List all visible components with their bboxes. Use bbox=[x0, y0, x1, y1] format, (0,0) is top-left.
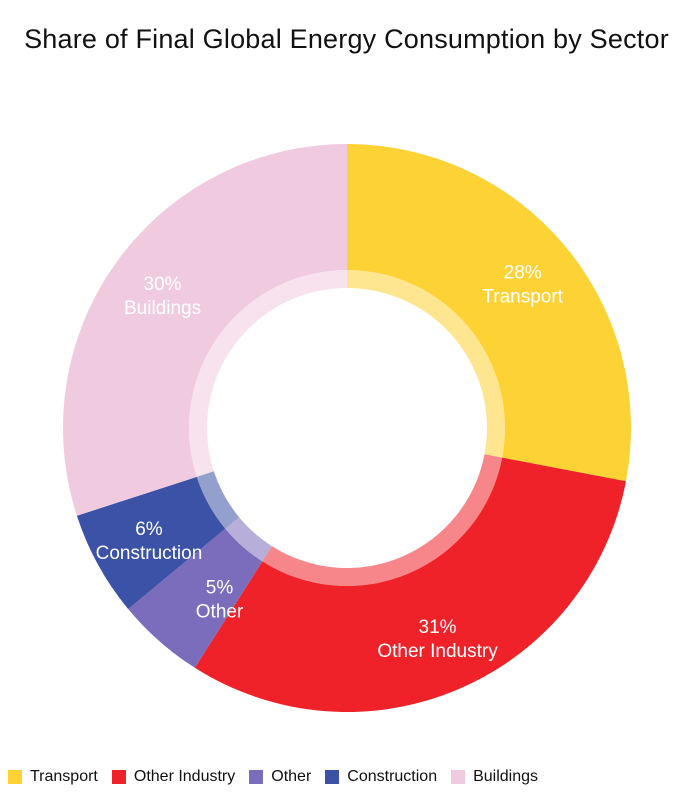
legend-swatch-buildings bbox=[451, 770, 466, 784]
legend-label-other-industry: Other Industry bbox=[133, 768, 236, 785]
donut-chart: 28% Transport 31% Other Industry 5% Other 6% Co… bbox=[62, 144, 631, 712]
legend-item-buildings: Buildings bbox=[451, 768, 538, 786]
slice-other-industry-inner-ring bbox=[262, 454, 503, 587]
slice-construction-arc bbox=[76, 476, 226, 610]
slice-other-percent-label: 5% bbox=[206, 578, 234, 599]
slice-construction-inner-ring bbox=[196, 471, 240, 529]
legend-swatch-transport bbox=[8, 770, 22, 784]
legend: Transport Other Industry Other Construction… bbox=[8, 768, 688, 786]
slice-other-inner-ring bbox=[225, 517, 272, 562]
legend-swatch-construction bbox=[325, 770, 340, 784]
legend-label-other: Other bbox=[271, 768, 312, 785]
slice-buildings-name-label: Buildings bbox=[124, 298, 201, 319]
slice-other-industry: 31% Other Industry bbox=[194, 454, 626, 712]
slice-transport: 28% Transport bbox=[347, 144, 631, 482]
legend-item-other: Other bbox=[249, 768, 311, 786]
legend-item-other-industry: Other Industry bbox=[111, 768, 236, 786]
slice-other-industry-name-label: Other Industry bbox=[377, 641, 498, 662]
slice-construction: 6% Construction bbox=[76, 471, 240, 610]
chart-title: Share of Final Global Energy Consumption… bbox=[24, 24, 669, 54]
legend-label-construction: Construction bbox=[347, 768, 438, 785]
legend-swatch-other-industry bbox=[111, 770, 126, 784]
legend-item-transport: Transport bbox=[8, 768, 98, 786]
slice-other-industry-percent-label: 31% bbox=[419, 617, 457, 638]
slice-transport-name-label: Transport bbox=[482, 287, 563, 308]
slice-other: 5% Other bbox=[128, 517, 272, 668]
slice-other-arc bbox=[128, 528, 263, 668]
slice-other-name-label: Other bbox=[196, 602, 244, 623]
slice-buildings-percent-label: 30% bbox=[144, 274, 182, 295]
slice-transport-inner-ring bbox=[347, 270, 506, 458]
slice-transport-percent-label: 28% bbox=[504, 263, 542, 284]
legend-swatch-other bbox=[249, 770, 264, 784]
legend-item-construction: Construction bbox=[325, 768, 437, 786]
legend-label-buildings: Buildings bbox=[473, 768, 539, 785]
slice-transport-arc bbox=[347, 144, 631, 482]
slice-buildings-inner-ring bbox=[189, 270, 347, 477]
slice-construction-name-label: Construction bbox=[96, 543, 203, 564]
slice-construction-percent-label: 6% bbox=[135, 519, 163, 540]
slice-buildings: 30% Buildings bbox=[62, 144, 348, 516]
legend-label-transport: Transport bbox=[30, 768, 98, 785]
slice-buildings-arc bbox=[62, 144, 348, 516]
slice-other-industry-arc bbox=[194, 457, 626, 712]
